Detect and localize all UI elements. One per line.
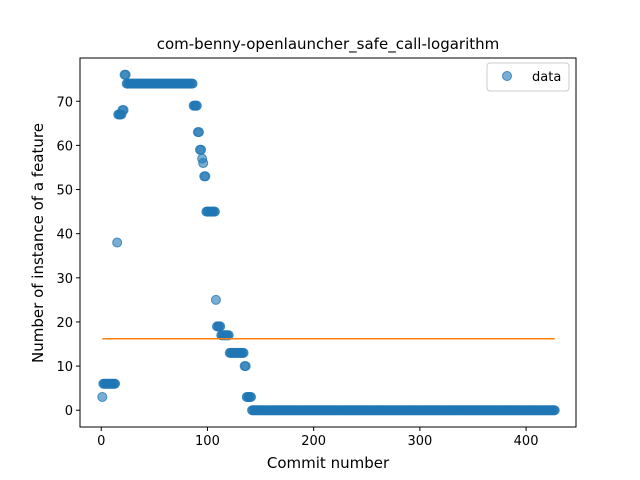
data-point [191,100,202,111]
y-tick-label: 70 [56,95,73,110]
data-point [549,405,560,416]
x-tick-label: 300 [407,434,432,449]
y-tick-label: 0 [65,404,73,419]
x-tick-label: 100 [195,434,220,449]
data-point [198,158,209,169]
legend: data [486,62,570,92]
y-tick-label: 50 [56,184,73,199]
data-point [223,330,234,341]
y-axis: 0 10 20 30 40 50 60 70 [56,95,80,419]
legend-marker [502,71,512,81]
x-axis: 0 100 200 300 400 [97,427,538,449]
y-tick-label: 10 [56,360,73,375]
data-point [193,127,204,138]
data-point [196,144,207,155]
y-tick-label: 60 [56,139,73,154]
y-axis-label: Number of instance of a feature [29,123,47,363]
data-point [240,361,251,372]
data-point [215,321,226,332]
y-tick-label: 30 [56,272,73,287]
data-point [110,378,121,389]
plot-frame [79,57,577,428]
data-point [112,237,123,248]
chart-title: com-benny-openlauncher_safe_call-logarit… [157,35,500,54]
data-point [187,78,198,89]
plot-area [97,69,560,416]
x-axis-label: Commit number [267,454,390,472]
x-tick-label: 400 [514,434,539,449]
x-tick-label: 0 [97,434,105,449]
data-point [97,391,108,402]
y-tick-label: 20 [56,316,73,331]
data-series [97,69,560,416]
x-tick-label: 200 [301,434,326,449]
data-point [200,171,211,182]
data-point [209,206,220,217]
y-tick-label: 40 [56,228,73,243]
legend-entry-data: data [532,70,561,85]
data-point [246,391,256,402]
data-point [210,294,221,305]
legend-box [486,62,570,92]
data-point [118,105,129,116]
data-point [120,69,131,80]
data-point [238,347,249,358]
